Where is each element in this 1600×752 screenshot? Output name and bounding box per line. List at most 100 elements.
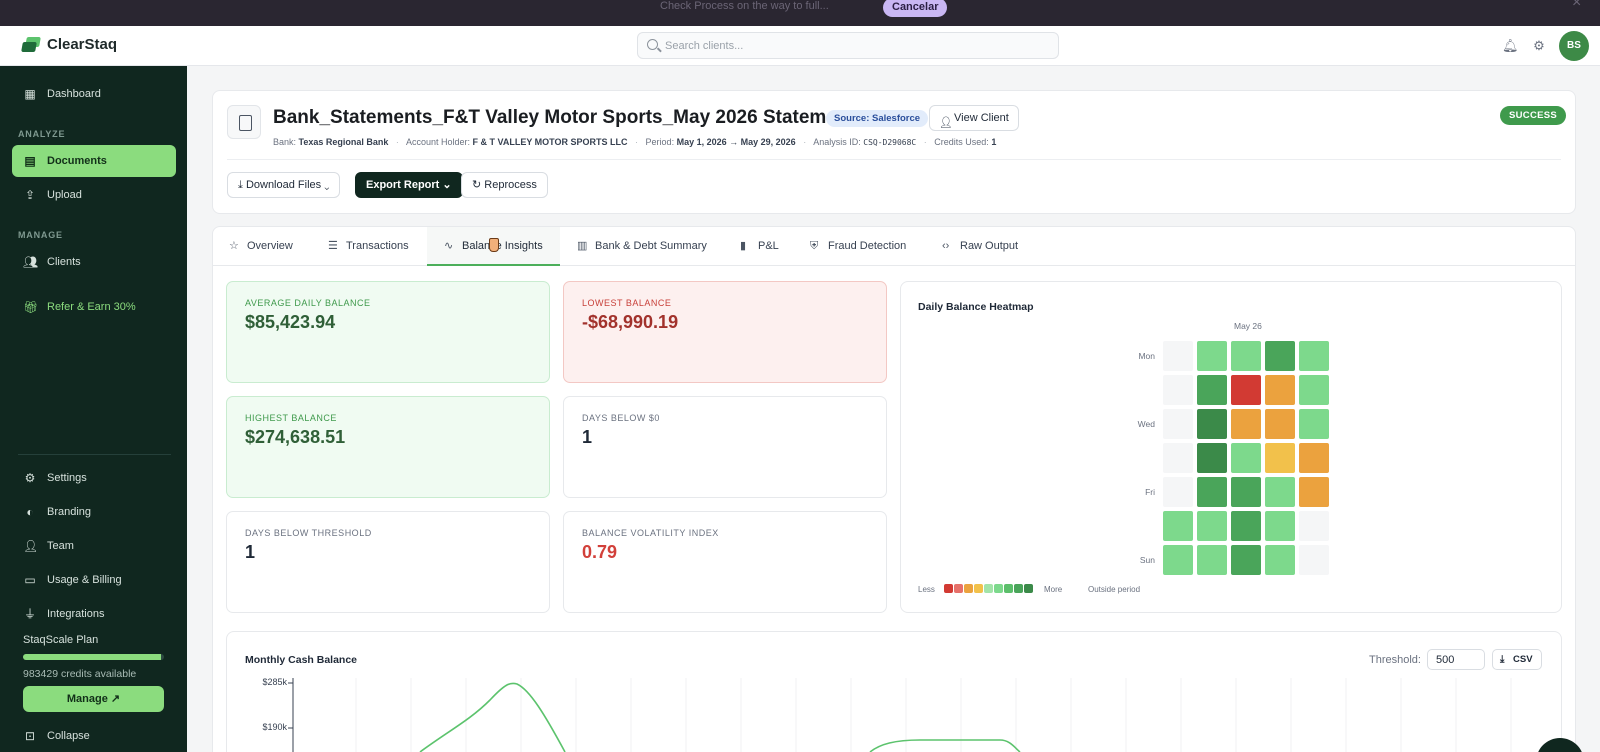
- legend-swatch: [964, 584, 973, 593]
- app-logo[interactable]: ClearStaq: [21, 36, 117, 53]
- heatmap-cell[interactable]: [1197, 341, 1227, 371]
- view-client-label: View Client: [954, 112, 1009, 124]
- active-tab-indicator: [427, 264, 560, 266]
- heatmap-cell[interactable]: [1163, 477, 1193, 507]
- tab-bank-debt-summary[interactable]: ▥ Bank & Debt Summary: [577, 227, 707, 265]
- analysis-label: Analysis ID:: [813, 137, 861, 147]
- heatmap-cell[interactable]: [1299, 477, 1329, 507]
- stat-average-daily-balance: AVERAGE DAILY BALANCE $85,423.94: [226, 281, 550, 383]
- tab-fraud-detection[interactable]: ⛨ Fraud Detection: [810, 227, 906, 265]
- tabs-divider: [212, 265, 1576, 266]
- search-input[interactable]: [665, 37, 1045, 55]
- tab-transactions[interactable]: ☰ Transactions: [328, 227, 409, 265]
- chat-widget-button[interactable]: [1536, 738, 1584, 752]
- heatmap-cell[interactable]: [1265, 545, 1295, 575]
- heatmap-cell[interactable]: [1197, 511, 1227, 541]
- heatmap-cell[interactable]: [1265, 375, 1295, 405]
- heatmap-cell[interactable]: [1197, 545, 1227, 575]
- heatmap-cell[interactable]: [1231, 443, 1261, 473]
- stat-balance-volatility: BALANCE VOLATILITY INDEX 0.79: [563, 511, 887, 613]
- export-report-button[interactable]: Export Report ⌄: [355, 172, 463, 198]
- sidebar-item-clients[interactable]: 👥︎ Clients: [12, 246, 176, 278]
- heatmap-cell[interactable]: [1197, 409, 1227, 439]
- tab-raw-output[interactable]: ‹› Raw Output: [942, 227, 1018, 265]
- heatmap-cell[interactable]: [1163, 545, 1193, 575]
- download-files-button[interactable]: ⤓ Download Files ⌄: [227, 172, 341, 198]
- heatmap-cell[interactable]: [1299, 545, 1329, 575]
- users-icon: 👥︎: [23, 255, 39, 269]
- heatmap-cell[interactable]: [1299, 375, 1329, 405]
- heatmap-cell[interactable]: [1265, 443, 1295, 473]
- heatmap-cell[interactable]: [1299, 511, 1329, 541]
- heatmap-cell[interactable]: [1231, 477, 1261, 507]
- reprocess-button[interactable]: ↻ Reprocess: [461, 172, 548, 198]
- heatmap-cell[interactable]: [1299, 341, 1329, 371]
- activity-icon: ∿: [444, 240, 454, 252]
- plan-name: StaqScale Plan: [23, 634, 99, 646]
- view-client-button[interactable]: 👤︎ View Client: [929, 105, 1019, 131]
- sidebar-item-documents[interactable]: ▤ Documents: [12, 145, 176, 177]
- heatmap-cell[interactable]: [1231, 341, 1261, 371]
- heatmap-cell[interactable]: [1197, 477, 1227, 507]
- tab-balance-insights[interactable]: ∿ Balance Insights: [444, 227, 543, 265]
- close-icon[interactable]: ×: [1572, 0, 1582, 11]
- heatmap-cell[interactable]: [1265, 409, 1295, 439]
- export-label: Export Report: [366, 179, 440, 191]
- heatmap-cell[interactable]: [1265, 477, 1295, 507]
- period-label: Period:: [645, 137, 675, 147]
- heatmap-cell[interactable]: [1265, 341, 1295, 371]
- mouse-cursor: [489, 238, 499, 252]
- plan-progress-fill: [23, 654, 162, 660]
- threshold-input[interactable]: [1427, 649, 1485, 670]
- sidebar-item-team[interactable]: 👤︎ Team: [12, 530, 176, 562]
- heatmap-cell[interactable]: [1265, 511, 1295, 541]
- document-meta: Bank: Texas Regional Bank · Account Hold…: [273, 137, 997, 147]
- sidebar-item-upload[interactable]: ⇪ Upload: [12, 179, 176, 211]
- collapse-icon: ⊡: [24, 729, 36, 743]
- avatar[interactable]: BS: [1559, 31, 1589, 61]
- sidebar-collapse[interactable]: ⊡ Collapse: [12, 720, 176, 752]
- heatmap-cell[interactable]: [1163, 375, 1193, 405]
- palette-icon: ◐: [26, 505, 34, 519]
- legend-swatch: [974, 584, 983, 593]
- bar-chart-icon: ▮: [740, 240, 747, 252]
- y-tick-label: $190k: [262, 722, 287, 732]
- download-icon: ⤓: [1500, 654, 1505, 665]
- bell-icon[interactable]: 🔔︎: [1502, 38, 1519, 53]
- reprocess-label: Reprocess: [484, 179, 537, 191]
- heatmap-cell[interactable]: [1299, 409, 1329, 439]
- sidebar-item-dashboard[interactable]: ▦ Dashboard: [12, 78, 176, 110]
- credit-card-icon: ▭: [24, 573, 36, 587]
- heatmap-cell[interactable]: [1163, 409, 1193, 439]
- manage-button[interactable]: Manage ↗: [23, 686, 164, 712]
- sidebar-item-settings[interactable]: ⚙ Settings: [12, 462, 176, 494]
- cancel-button[interactable]: Cancelar: [883, 0, 948, 17]
- tab-pnl[interactable]: ▮ P&L: [740, 227, 779, 265]
- tab-label: Raw Output: [960, 240, 1019, 252]
- legend-swatch: [994, 584, 1003, 593]
- sidebar-item-label: Integrations: [47, 608, 105, 620]
- holder-value: F & T VALLEY MOTOR SPORTS LLC: [472, 137, 628, 147]
- heatmap-cell[interactable]: [1163, 341, 1193, 371]
- heatmap-cell[interactable]: [1231, 545, 1261, 575]
- sidebar-item-refer[interactable]: 🎁︎ Refer & Earn 30%: [12, 291, 176, 323]
- heatmap-cell[interactable]: [1197, 375, 1227, 405]
- tab-label: Fraud Detection: [828, 240, 907, 252]
- code-icon: ‹›: [942, 240, 950, 252]
- gear-icon[interactable]: ⚙: [1533, 38, 1545, 53]
- sidebar-item-label: Clients: [47, 256, 81, 268]
- sidebar-item-billing[interactable]: ▭ Usage & Billing: [12, 564, 176, 596]
- heatmap-cell[interactable]: [1231, 375, 1261, 405]
- sidebar-item-integrations[interactable]: ⏚ Integrations: [12, 598, 176, 630]
- csv-button[interactable]: ⤓ CSV: [1492, 649, 1542, 670]
- heatmap-cell[interactable]: [1231, 409, 1261, 439]
- heatmap-cell[interactable]: [1163, 511, 1193, 541]
- sidebar-item-label: Team: [47, 540, 74, 552]
- heatmap-cell[interactable]: [1231, 511, 1261, 541]
- sidebar-item-branding[interactable]: ◐ Branding: [12, 496, 176, 528]
- heatmap-cell[interactable]: [1299, 443, 1329, 473]
- tab-overview[interactable]: ☆ Overview: [229, 227, 293, 265]
- heatmap-cell[interactable]: [1197, 443, 1227, 473]
- heatmap-cell[interactable]: [1163, 443, 1193, 473]
- stat-lowest-balance: LOWEST BALANCE -$68,990.19: [563, 281, 887, 383]
